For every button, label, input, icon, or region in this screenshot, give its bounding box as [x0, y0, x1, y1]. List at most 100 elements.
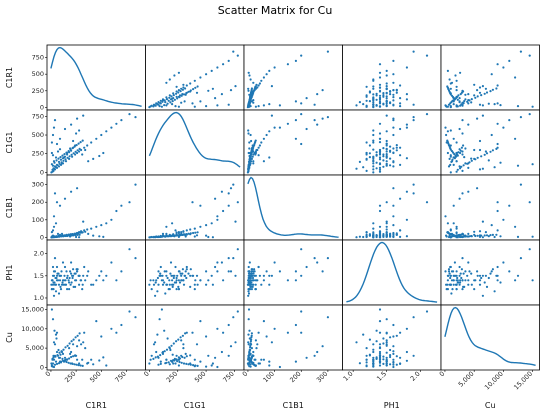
point-PH1-C1G1-65 [176, 274, 179, 277]
point-Cu-C1B1-85 [249, 340, 252, 343]
point-Cu-C1R1-56 [52, 341, 56, 344]
point-PH1-Cu-18 [514, 279, 517, 282]
point-PH1-C1B1-55 [251, 285, 254, 288]
point-C1G1-Cu-30 [461, 150, 464, 153]
point-C1G1-PH1-20 [385, 130, 388, 133]
point-Cu-C1G1-87 [179, 336, 182, 339]
point-PH1-C1R1-19 [100, 270, 103, 273]
point-Cu-C1R1-31 [58, 356, 62, 359]
x-variable-label-C1G1: C1G1 [184, 401, 206, 410]
point-C1B1-C1R1-73 [79, 231, 82, 234]
panel-C1B1-vs-C1G1 [145, 174, 245, 241]
point-Cu-PH1-65 [385, 360, 388, 363]
point-C1R1-Cu-60 [499, 104, 502, 107]
point-C1G1-C1R1-85 [70, 153, 73, 156]
point-C1B1-C1G1-18 [199, 225, 202, 228]
point-C1R1-PH1-80 [392, 99, 395, 102]
point-C1G1-C1B1-92 [278, 126, 281, 129]
point-Cu-PH1-99 [385, 341, 388, 344]
point-C1R1-C1G1-27 [171, 103, 174, 106]
point-C1R1-C1B1-95 [294, 100, 297, 103]
point-Cu-C1B1-84 [249, 342, 252, 345]
point-C1G1-C1B1-25 [326, 116, 329, 119]
point-C1B1-C1G1-71 [189, 232, 192, 235]
point-Cu-PH1-5 [372, 356, 375, 359]
point-PH1-Cu-67 [450, 279, 454, 282]
point-PH1-Cu-3 [478, 283, 482, 286]
point-Cu-C1B1-3 [247, 343, 250, 346]
point-Cu-C1G1-4 [155, 350, 158, 354]
point-C1B1-C1R1-19 [100, 224, 103, 227]
point-Cu-PH1-98 [392, 345, 395, 348]
point-C1G1-PH1-60 [375, 161, 378, 164]
point-Cu-PH1-72 [385, 364, 388, 367]
point-C1G1-Cu-60 [499, 161, 502, 164]
point-C1B1-PH1-90 [365, 235, 368, 238]
point-Cu-C1G1-49 [169, 359, 173, 362]
x-tick-label-C1R1: 750 [113, 370, 127, 384]
point-C1G1-PH1-87 [389, 150, 392, 153]
point-PH1-C1G1-33 [171, 279, 174, 282]
point-Cu-C1R1-87 [74, 336, 77, 339]
point-Cu-C1G1-98 [229, 345, 233, 348]
point-PH1-C1G1-61 [166, 276, 169, 280]
point-Cu-C1B1-96 [305, 356, 308, 359]
point-C1B1-PH1-46 [399, 235, 402, 238]
point-C1B1-Cu-95 [452, 204, 455, 207]
point-PH1-Cu-64 [456, 281, 459, 284]
point-C1G1-C1R1-44 [102, 151, 105, 155]
point-PH1-C1R1-24 [128, 248, 131, 251]
point-C1G1-Cu-75 [456, 168, 459, 171]
point-C1B1-C1G1-78 [159, 235, 162, 238]
point-C1R1-C1B1-27 [268, 103, 271, 106]
point-C1R1-Cu-23 [508, 59, 511, 63]
x-variable-label-PH1: PH1 [384, 401, 400, 410]
panel-C1R1-vs-C1G1 [145, 44, 245, 111]
point-C1R1-PH1-23 [392, 59, 395, 63]
point-PH1-C1G1-36 [195, 274, 199, 277]
point-C1G1-PH1-58 [385, 164, 388, 167]
point-C1G1-Cu-14 [478, 148, 482, 152]
point-Cu-C1G1-79 [161, 351, 164, 354]
point-C1B1-PH1-18 [378, 225, 382, 228]
point-Cu-C1G1-10 [172, 362, 175, 365]
point-Cu-C1G1-52 [178, 357, 182, 360]
point-Cu-C1R1-64 [61, 357, 64, 360]
point-PH1-C1G1-78 [159, 272, 162, 275]
point-C1G1-C1R1-67 [67, 150, 70, 153]
point-C1R1-PH1-20 [385, 69, 388, 72]
point-C1B1-C1R1-30 [56, 232, 60, 235]
point-C1R1-C1G1-50 [172, 97, 175, 100]
point-PH1-C1R1-73 [79, 279, 82, 282]
point-C1B1-PH1-56 [355, 236, 358, 239]
point-PH1-C1R1-77 [54, 276, 57, 280]
point-C1R1-C1G1-22 [222, 63, 225, 66]
point-C1R1-PH1-75 [378, 105, 382, 108]
point-PH1-C1R1-65 [63, 274, 66, 277]
point-C1B1-PH1-47 [358, 235, 361, 238]
point-C1G1-C1R1-74 [81, 139, 84, 142]
variable-labels-layer: C1R1 C1G1 C1B1 PH1 Cu C1R1 C1G1 C1B1 PH1 Cu [5, 67, 496, 410]
point-Cu-C1R1-3 [53, 343, 57, 346]
point-PH1-Cu-25 [519, 257, 523, 260]
point-C1G1-C1R1-73 [79, 141, 82, 144]
point-C1G1-Cu-20 [446, 130, 449, 133]
point-Cu-PH1-13 [385, 339, 388, 342]
point-Cu-C1G1-38 [211, 362, 214, 365]
point-PH1-C1B1-20 [268, 274, 271, 277]
point-Cu-PH1-35 [392, 352, 395, 355]
point-Cu-PH1-75 [378, 357, 382, 360]
point-Cu-C1R1-40 [84, 347, 87, 350]
point-C1R1-C1B1-21 [273, 66, 276, 69]
point-Cu-C1G1-13 [180, 339, 183, 342]
point-C1R1-C1G1-10 [172, 92, 175, 95]
point-C1G1-PH1-33 [378, 156, 382, 159]
point-Cu-C1B1-97 [316, 350, 319, 354]
point-PH1-Cu-57 [493, 290, 496, 293]
point-C1B1-Cu-58 [516, 235, 520, 238]
panel-C1B1-vs-C1R1 [46, 174, 146, 241]
point-C1G1-C1R1-24 [128, 113, 131, 116]
point-PH1-Cu-80 [468, 270, 471, 273]
point-C1G1-Cu-5 [458, 165, 461, 168]
point-C1B1-Cu-61 [487, 235, 490, 238]
